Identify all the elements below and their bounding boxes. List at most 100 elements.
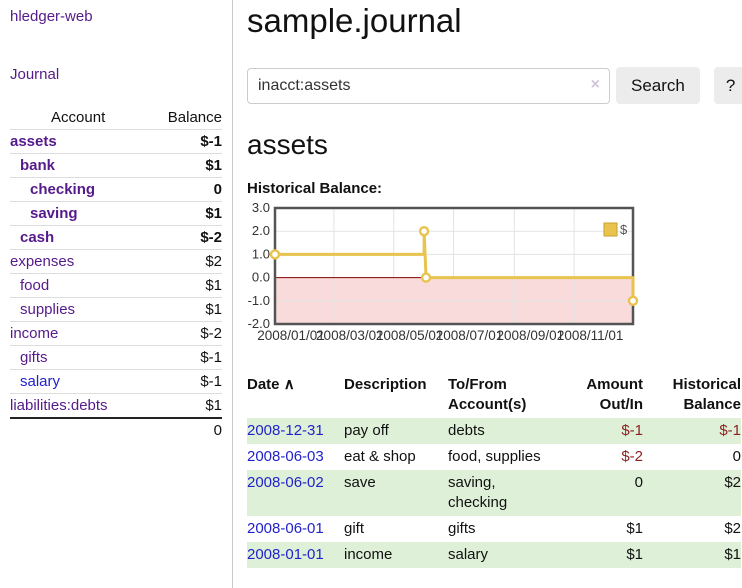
account-balance: $1	[146, 153, 222, 178]
accounts-header-row: Account Balance	[10, 106, 222, 130]
transaction-row: 2008-06-03 eat & shop food, supplies $-2…	[247, 444, 741, 470]
register-table: Date ∧ Description To/From Account(s) Am…	[247, 372, 741, 568]
account-row: income $-2	[10, 321, 222, 346]
svg-text:2008/11/01: 2008/11/01	[557, 328, 624, 343]
register-header-accounts: To/From Account(s)	[448, 376, 527, 413]
sidebar-item-journal[interactable]: Journal	[10, 66, 60, 83]
chart-legend: $	[603, 222, 628, 237]
transaction-amount: $1	[626, 546, 643, 563]
account-balance: $1	[146, 273, 222, 298]
svg-text:-2.0: -2.0	[248, 316, 270, 331]
transaction-description: income	[344, 546, 393, 563]
account-link[interactable]: expenses	[10, 253, 75, 270]
transaction-date-link[interactable]: 2008-06-03	[247, 448, 324, 465]
accounts-total-spacer	[10, 417, 147, 442]
sidebar: hledger-web Journal Account Balance asse…	[0, 0, 233, 588]
chart-title: Historical Balance:	[247, 180, 383, 197]
account-row: saving $1	[10, 201, 222, 226]
transaction-amount: 0	[634, 474, 643, 491]
transaction-row: 2008-01-01 income salary $1 $1	[247, 542, 741, 568]
historical-balance-chart: 3.0 2.0 1.0 0.0 -1.0 -2.0 2008/01/01 2008/03/01…	[240, 200, 742, 351]
page-title: sample.journal	[247, 2, 462, 39]
transaction-amount: $1	[626, 520, 643, 537]
transaction-accounts: debts	[448, 422, 485, 439]
transaction-date-link[interactable]: 2008-01-01	[247, 546, 324, 563]
clear-search-icon[interactable]: ×	[590, 75, 600, 93]
main-content: sample.journal × Search ? assets Histori…	[233, 0, 742, 588]
transaction-balance: 0	[732, 448, 741, 465]
register-header-date[interactable]: Date ∧	[247, 372, 344, 418]
transaction-accounts: gifts	[448, 520, 476, 537]
account-balance: $1	[146, 297, 222, 322]
account-link[interactable]: liabilities:debts	[10, 397, 108, 414]
transaction-description: gift	[344, 520, 365, 537]
account-balance: 0	[146, 177, 222, 202]
account-link[interactable]: cash	[20, 229, 55, 246]
accounts-table: Account Balance assets $-1 bank $1 check…	[10, 106, 222, 442]
transaction-amount: $-2	[621, 448, 643, 465]
transaction-accounts: salary	[448, 546, 489, 563]
svg-text:1.0: 1.0	[252, 246, 270, 261]
transaction-date-link[interactable]: 2008-06-01	[247, 520, 324, 537]
transaction-amount: $-1	[621, 422, 643, 439]
transaction-row: 2008-06-02 save saving, checking 0 $2	[247, 470, 741, 516]
date-header-label: Date	[247, 376, 280, 393]
transaction-balance: $1	[724, 546, 741, 563]
svg-text:-1.0: -1.0	[248, 293, 270, 308]
search-bar: × Search ?	[247, 67, 742, 104]
transaction-row: 2008-06-01 gift gifts $1 $2	[247, 516, 741, 542]
transaction-description: eat & shop	[344, 448, 416, 465]
accounts-total-row: 0	[10, 417, 222, 442]
accounts-total-value: 0	[146, 417, 222, 442]
account-balance: $-1	[146, 345, 222, 370]
transaction-description: pay off	[344, 422, 389, 439]
register-body: 2008-12-31 pay off debts $-1 $-1 2008-06…	[247, 418, 741, 568]
transaction-date-link[interactable]: 2008-12-31	[247, 422, 324, 439]
svg-text:2008/09/01: 2008/09/01	[497, 328, 565, 343]
register-header-description: Description	[344, 376, 427, 393]
register-header-amount: Amount Out/In	[586, 376, 643, 413]
account-row: supplies $1	[10, 297, 222, 322]
app-brand-link[interactable]: hledger-web	[10, 8, 93, 25]
account-link[interactable]: salary	[20, 373, 61, 390]
svg-text:$: $	[620, 222, 628, 237]
account-row: gifts $-1	[10, 345, 222, 370]
account-link[interactable]: saving	[30, 205, 78, 222]
account-row: bank $1	[10, 153, 222, 178]
svg-text:3.0: 3.0	[252, 200, 270, 215]
transaction-balance: $-1	[719, 422, 741, 439]
svg-text:2008/01/01: 2008/01/01	[257, 328, 325, 343]
help-button[interactable]: ?	[713, 67, 742, 104]
transaction-accounts: food, supplies	[448, 448, 541, 465]
account-link[interactable]: food	[20, 277, 50, 294]
account-link[interactable]: bank	[20, 157, 56, 174]
account-link[interactable]: checking	[30, 181, 96, 198]
account-balance: $1	[146, 201, 222, 226]
account-link[interactable]: gifts	[20, 349, 48, 366]
account-heading: assets	[247, 129, 328, 160]
accounts-header-account: Account	[10, 106, 147, 130]
accounts-header-balance: Balance	[146, 106, 222, 130]
register-header-balance: Historical Balance	[672, 376, 741, 413]
account-link[interactable]: supplies	[20, 301, 76, 318]
account-row: liabilities:debts $1	[10, 393, 222, 419]
transaction-date-link[interactable]: 2008-06-02	[247, 474, 324, 491]
account-row: assets $-1	[10, 129, 222, 154]
svg-text:0.0: 0.0	[252, 270, 270, 285]
svg-text:2008/03/01: 2008/03/01	[316, 328, 384, 343]
account-balance: $1	[146, 393, 222, 419]
register-header-row: Date ∧ Description To/From Account(s) Am…	[247, 372, 741, 418]
search-button[interactable]: Search	[616, 67, 700, 104]
account-link[interactable]: assets	[10, 133, 57, 150]
transaction-description: save	[344, 474, 376, 491]
account-balance: $-1	[146, 129, 222, 154]
account-balance: $-1	[146, 369, 222, 394]
svg-text:2.0: 2.0	[252, 223, 270, 238]
account-row: expenses $2	[10, 249, 222, 274]
account-balance: $2	[146, 249, 222, 274]
transaction-balance: $2	[724, 520, 741, 537]
search-input[interactable]	[247, 67, 610, 104]
account-balance: $-2	[146, 225, 222, 250]
account-link[interactable]: income	[10, 325, 59, 342]
